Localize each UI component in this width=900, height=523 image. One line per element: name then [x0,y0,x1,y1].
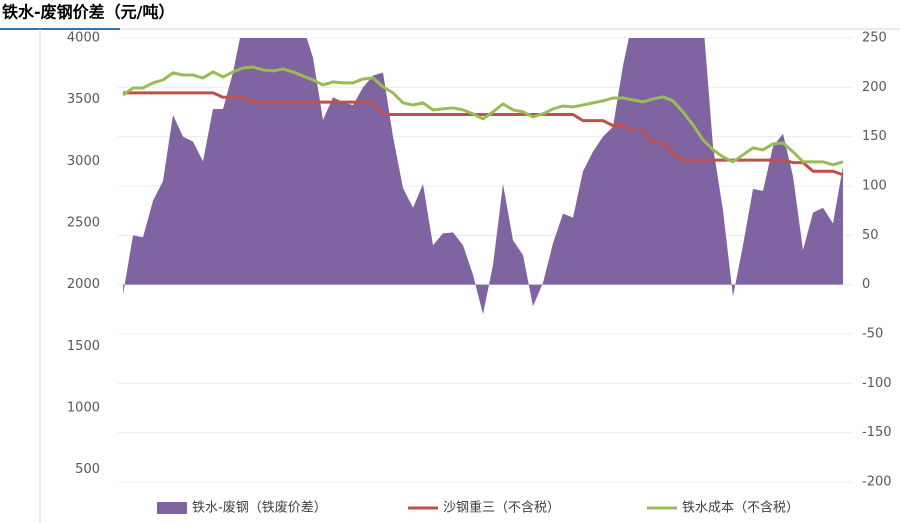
area [123,38,843,315]
y2-tick-label: 50 [862,228,879,243]
y-tick-label: 2000 [67,277,100,292]
y-tick-label: 2500 [67,216,100,231]
y2-tick-label: 0 [862,277,870,292]
legend-label: 铁水-废钢（铁废价差） [192,500,327,516]
y-tick-label: 1000 [67,401,100,416]
plot-area [122,38,844,315]
y-tick-label: 1500 [67,339,100,354]
legend-label: 沙钢重三（不含税） [443,500,560,516]
y2-tick-label: -50 [862,327,883,342]
y2-tick-label: -100 [862,376,892,391]
legend-swatch [157,502,187,514]
y-tick-label: 3000 [67,154,100,169]
y2-tick-label: 200 [862,80,887,95]
y2-tick-label: -200 [862,475,892,490]
chart-title: 铁水-废钢价差（元/吨） [2,3,175,22]
y2-tick-label: -150 [862,425,892,440]
legend-label: 铁水成本（不含税） [682,500,799,516]
y2-tick-label: 250 [862,31,887,46]
y2-tick-label: 150 [862,129,887,144]
line [122,65,844,167]
y-tick-label: 3500 [67,92,100,107]
y-tick-label: 4000 [67,31,100,46]
y2-tick-label: 100 [862,179,887,194]
line [123,91,844,177]
y-tick-label: 500 [75,462,100,477]
